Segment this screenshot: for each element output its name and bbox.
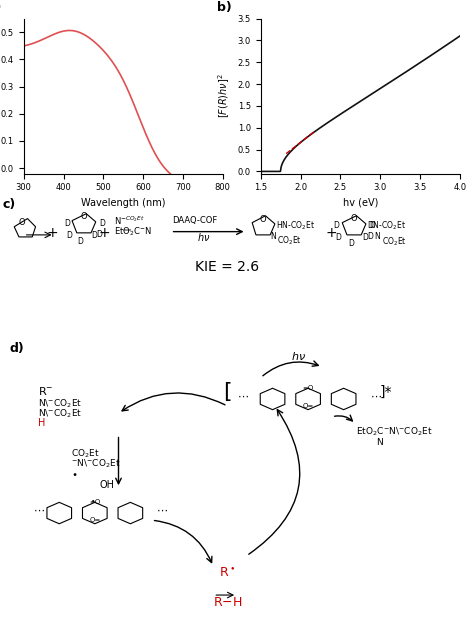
X-axis label: Wavelength (nm): Wavelength (nm) bbox=[81, 198, 165, 208]
Text: $^{-}$N$\backslash$$^{-}$CO$_2$Et: $^{-}$N$\backslash$$^{-}$CO$_2$Et bbox=[71, 458, 121, 470]
Text: D: D bbox=[348, 239, 354, 249]
Text: +: + bbox=[99, 226, 110, 240]
Text: =O: =O bbox=[89, 499, 100, 505]
Text: a): a) bbox=[0, 1, 2, 14]
Text: KIE = 2.6: KIE = 2.6 bbox=[195, 260, 260, 275]
Text: D: D bbox=[78, 236, 83, 246]
Text: $\cdots$: $\cdots$ bbox=[370, 391, 382, 401]
Text: [: [ bbox=[223, 382, 231, 402]
Text: N$\backslash$$^{-}$CO$_2$Et: N$\backslash$$^{-}$CO$_2$Et bbox=[38, 397, 82, 410]
X-axis label: hv (eV): hv (eV) bbox=[343, 198, 378, 208]
Text: D: D bbox=[334, 221, 339, 230]
Text: d): d) bbox=[9, 342, 24, 355]
Text: D: D bbox=[336, 233, 341, 242]
Text: CO$_2$Et: CO$_2$Et bbox=[382, 236, 406, 248]
Text: R$^\bullet$: R$^\bullet$ bbox=[219, 567, 236, 580]
Text: N: N bbox=[374, 232, 380, 241]
Text: D: D bbox=[91, 231, 97, 240]
Text: b): b) bbox=[217, 1, 232, 14]
Text: CO$_2$Et: CO$_2$Et bbox=[277, 235, 302, 247]
Text: $h\nu$: $h\nu$ bbox=[197, 231, 210, 243]
Text: +: + bbox=[46, 226, 58, 240]
Text: O: O bbox=[260, 215, 266, 224]
Text: O=: O= bbox=[89, 517, 100, 523]
Text: O: O bbox=[81, 212, 87, 221]
Text: $\rm N$$^{-CO_2Et}$: $\rm N$$^{-CO_2Et}$ bbox=[114, 215, 145, 227]
Text: $\qquad$ N: $\qquad$ N bbox=[356, 436, 384, 447]
Text: EtO$_2$C$^{-}$N$\backslash$$^{-}$CO$_2$Et: EtO$_2$C$^{-}$N$\backslash$$^{-}$CO$_2$E… bbox=[356, 425, 432, 438]
Text: DAAQ-COF: DAAQ-COF bbox=[172, 216, 217, 224]
Text: D: D bbox=[362, 233, 368, 242]
Text: N: N bbox=[270, 232, 276, 241]
Text: D: D bbox=[64, 219, 70, 228]
Text: H: H bbox=[38, 418, 46, 428]
Text: $\cdots$: $\cdots$ bbox=[237, 391, 249, 401]
Text: D: D bbox=[370, 221, 375, 230]
Text: =O: =O bbox=[302, 385, 314, 391]
Text: CO$_2$Et: CO$_2$Et bbox=[71, 447, 100, 459]
Text: $\bullet$: $\bullet$ bbox=[71, 467, 78, 477]
Text: N$\backslash$$^{-}$CO$_2$Et: N$\backslash$$^{-}$CO$_2$Et bbox=[38, 408, 82, 420]
Text: O: O bbox=[351, 214, 357, 223]
Text: ]*: ]* bbox=[379, 385, 392, 399]
Y-axis label: $[F(R) h\nu]^2$: $[F(R) h\nu]^2$ bbox=[217, 74, 232, 118]
Text: $\bullet$: $\bullet$ bbox=[90, 497, 95, 503]
Text: D: D bbox=[99, 219, 105, 228]
Text: $h\nu$: $h\nu$ bbox=[291, 350, 306, 361]
Text: OH: OH bbox=[100, 480, 115, 490]
Text: R$^{-}$: R$^{-}$ bbox=[38, 386, 54, 397]
Text: $\rm EtO_2C$$^{-}$$\rm N$: $\rm EtO_2C$$^{-}$$\rm N$ bbox=[114, 226, 152, 239]
Text: D: D bbox=[66, 231, 72, 240]
Text: D: D bbox=[97, 231, 102, 239]
Text: HN-CO$_2$Et: HN-CO$_2$Et bbox=[276, 219, 315, 232]
Text: $\cdots$: $\cdots$ bbox=[156, 505, 168, 515]
Text: O=: O= bbox=[302, 403, 314, 409]
Text: +: + bbox=[326, 226, 337, 240]
Text: R$-$H: R$-$H bbox=[213, 596, 242, 609]
Text: O: O bbox=[18, 218, 25, 227]
Text: D$\rm N$-CO$_2$Et: D$\rm N$-CO$_2$Et bbox=[367, 219, 406, 232]
Text: D: D bbox=[368, 232, 374, 241]
Text: $\cdots$: $\cdots$ bbox=[33, 505, 45, 515]
Text: c): c) bbox=[2, 198, 16, 211]
